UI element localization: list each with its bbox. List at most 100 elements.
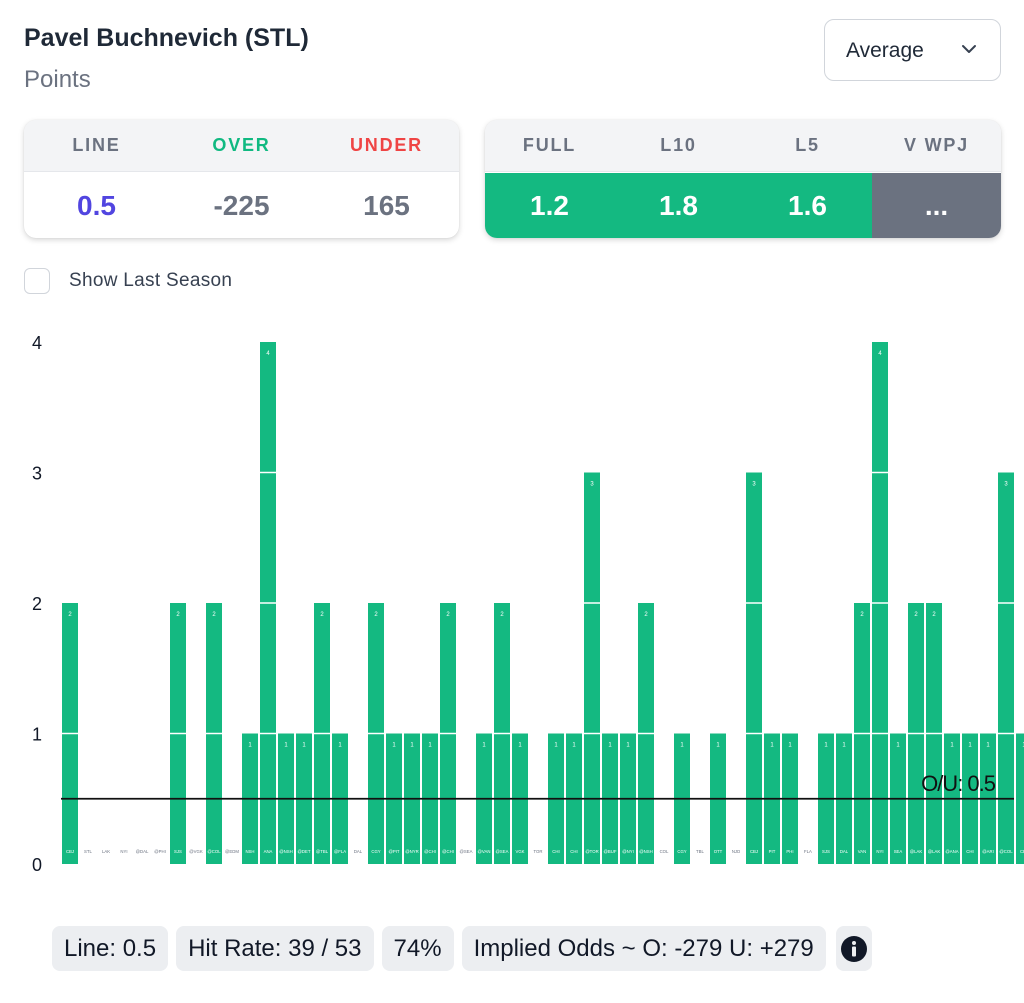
stat-mode-dropdown[interactable]: Average	[824, 19, 1001, 81]
bar-value-label: 1	[572, 743, 576, 749]
hit-rate-summary: Hit Rate: 39 / 53	[176, 926, 374, 971]
bar-value-label: 1	[482, 743, 486, 749]
bar-value-label: 4	[266, 351, 270, 357]
bar-value-label: 1	[896, 743, 900, 749]
vs-opponent-average-value: ...	[872, 173, 1001, 238]
bar-category-label: TOR	[534, 849, 543, 854]
show-last-season-label: Show Last Season	[69, 270, 233, 291]
hit-rate-percent: 74%	[381, 926, 454, 971]
bar	[746, 472, 762, 864]
bar-category-label: @DAL	[136, 849, 149, 854]
bar-category-label: NJD	[732, 849, 740, 854]
bar-category-label: CBJ	[750, 849, 758, 854]
bar-category-label: @NYI	[622, 849, 634, 854]
bar-category-label: @LAK	[910, 849, 923, 854]
game-log-bar-chart: 0 1 2 3 4 2 CBJ STL LAK NYI @DAL @PHI 2 SJS @VGK 2 @COL @…	[32, 333, 1024, 875]
bar-category-label: @SEA	[460, 849, 473, 854]
bar-category-label: TBL	[696, 849, 704, 854]
l10-average-value: 1.8	[614, 173, 743, 238]
bar-value-label: 3	[1004, 482, 1008, 488]
bar-category-label: NSH	[245, 849, 254, 854]
bar-category-label: PIT	[769, 849, 776, 854]
bar-value-label: 2	[932, 612, 936, 618]
under-odds-value: 165	[363, 189, 410, 221]
bar-value-label: 2	[860, 612, 864, 618]
implied-odds-summary: Implied Odds ~ O: -279 U: +279	[461, 926, 826, 971]
bar-value-label: 1	[680, 743, 684, 749]
bar-category-label: @TBL	[316, 849, 329, 854]
bar-value-label: 1	[608, 743, 612, 749]
bar-category-label: CBJ	[66, 849, 74, 854]
bar-value-label: 1	[788, 743, 792, 749]
line-header: LINE	[72, 135, 121, 155]
bar-category-label: LAK	[102, 849, 110, 854]
bar-value-label: 4	[878, 351, 882, 357]
bar-category-label: @VAN	[478, 849, 491, 854]
bar-value-label: 1	[716, 743, 720, 749]
bar-category-label: CHI	[966, 849, 973, 854]
bar-value-label: 1	[968, 743, 972, 749]
bar	[584, 472, 600, 864]
bar-category-label: @BUF	[604, 849, 617, 854]
bar-value-label: 2	[320, 612, 324, 618]
bar-category-label: OTT	[714, 849, 723, 854]
bar-category-label: @NSH	[639, 849, 652, 854]
bar-value-label: 1	[284, 743, 288, 749]
show-last-season-checkbox[interactable]	[24, 268, 50, 294]
y-tick-label: 3	[32, 464, 42, 484]
y-tick-label: 2	[32, 594, 42, 614]
bar-value-label: 1	[554, 743, 558, 749]
bar-value-label: 1	[410, 743, 414, 749]
bar-category-label: VAN	[858, 849, 867, 854]
bar-value-label: 2	[212, 612, 216, 618]
bar-category-label: @ANA	[945, 849, 958, 854]
bar-category-label: @ARI	[982, 849, 994, 854]
bar-category-label: PHI	[786, 849, 793, 854]
bar-category-label: STL	[84, 849, 92, 854]
bar-value-label: 2	[374, 612, 378, 618]
bar-category-label: @COL	[999, 849, 1013, 854]
bar-category-label: COL	[660, 849, 669, 854]
bar-category-label: @LAK	[928, 849, 941, 854]
bar-category-label: SEA	[894, 849, 903, 854]
l5-header: L5	[795, 135, 820, 155]
y-tick-label: 0	[32, 855, 42, 875]
l10-header: L10	[660, 135, 697, 155]
stat-type-label: Points	[24, 66, 91, 93]
bar-value-label: 1	[986, 743, 990, 749]
averages-card: FULL L10 L5 V WPJ 1.2 1.8 1.6 ...	[485, 120, 1001, 238]
bar-value-label: 3	[752, 482, 756, 488]
chevron-down-icon	[962, 45, 976, 53]
bar-category-label: @NYR	[405, 849, 418, 854]
bar-value-label: 1	[1022, 743, 1024, 749]
show-last-season-toggle[interactable]: Show Last Season	[24, 268, 232, 294]
bar-category-label: @VGK	[189, 849, 203, 854]
over-header: OVER	[212, 135, 271, 155]
bar-value-label: 2	[176, 612, 180, 618]
bar-category-label: @TOR	[585, 849, 598, 854]
bar-category-label: @SEA	[496, 849, 509, 854]
bar-value-label: 1	[248, 743, 252, 749]
bar-category-label: CHI	[552, 849, 559, 854]
vs-opponent-header: V WPJ	[903, 135, 969, 155]
bar-value-label: 2	[68, 612, 72, 618]
info-icon	[840, 935, 867, 962]
bar-category-label: CGY	[677, 849, 686, 854]
bar-value-label: 2	[644, 612, 648, 618]
bar-category-label: NYI	[120, 849, 127, 854]
bar-value-label: 1	[338, 743, 342, 749]
bar-value-label: 1	[770, 743, 774, 749]
info-button[interactable]	[835, 926, 872, 971]
y-tick-label: 4	[32, 333, 42, 353]
bar-category-label: @PHI	[154, 849, 166, 854]
bar-category-label: DAL	[354, 849, 363, 854]
bar-category-label: @PIT	[388, 849, 399, 854]
bar-value-label: 2	[500, 612, 504, 618]
bar-value-label: 2	[446, 612, 450, 618]
bar-category-label: SJS	[822, 849, 830, 854]
l5-average-value: 1.6	[743, 173, 872, 238]
bar-category-label: @DET	[298, 849, 311, 854]
bar-value-label: 1	[824, 743, 828, 749]
bar-category-label: @CHI	[442, 849, 454, 854]
bar-value-label: 1	[842, 743, 846, 749]
